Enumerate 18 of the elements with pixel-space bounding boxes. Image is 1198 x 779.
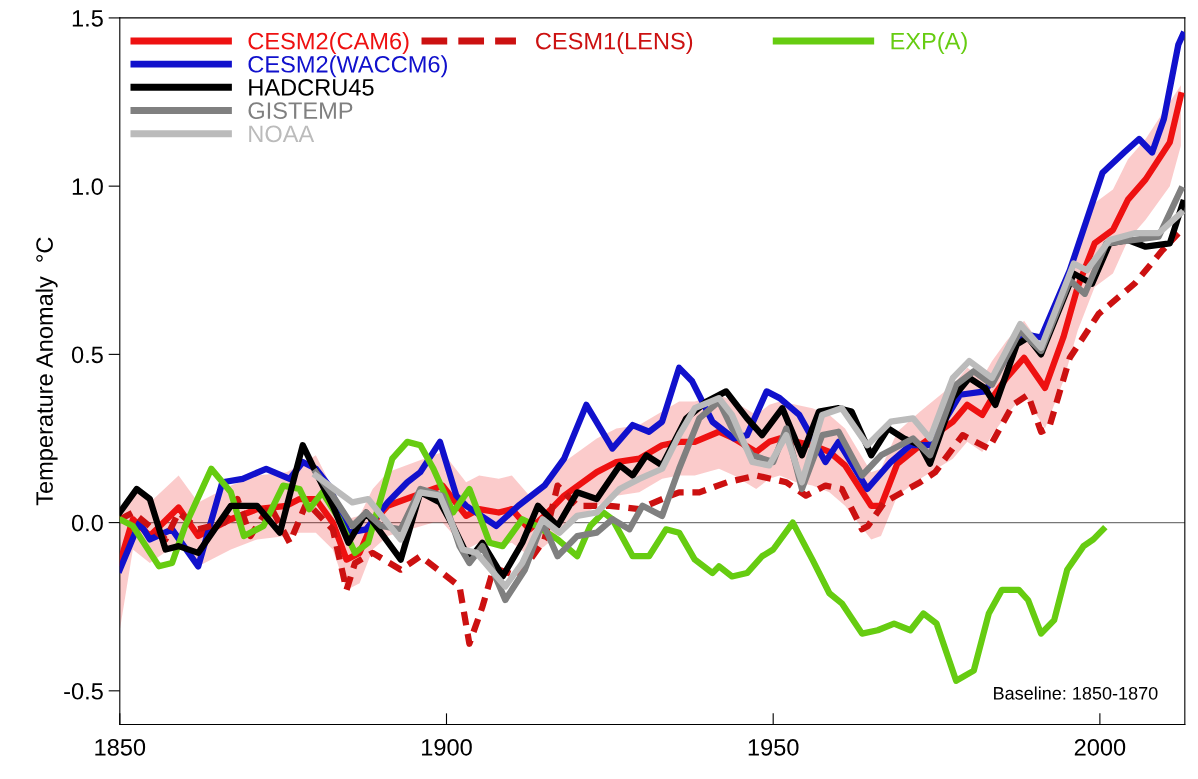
- x-tick-label: 1950: [748, 738, 799, 756]
- x-tick-label: 2000: [1074, 738, 1126, 756]
- x-tick-label: 1900: [422, 738, 472, 756]
- y-tick-label: -0.5: [64, 682, 103, 700]
- x-tick-label: 1850: [95, 738, 146, 756]
- y-axis-title: Temperature Anomaly °C: [35, 237, 58, 506]
- legend-label: HADCRU45: [249, 79, 374, 96]
- legend-label: CESM2(CAM6): [248, 32, 409, 55]
- y-tick-label: 1.0: [72, 178, 103, 195]
- legend-label: NOAA: [249, 125, 315, 143]
- annotation: Baseline: 1850-1870: [994, 686, 1158, 700]
- y-tick-label: 0.5: [71, 346, 103, 364]
- y-tick-label: 1.5: [72, 10, 103, 27]
- legend-label: GISTEMP: [248, 102, 353, 119]
- y-tick-label: 0.0: [71, 514, 103, 532]
- legend-label: CESM2(WACCM6): [248, 55, 447, 78]
- legend-label: EXP(A): [891, 32, 967, 55]
- legend-label: CESM1(LENS): [536, 32, 693, 55]
